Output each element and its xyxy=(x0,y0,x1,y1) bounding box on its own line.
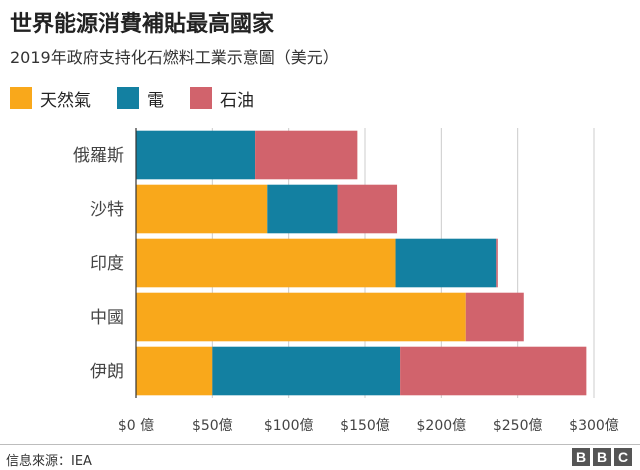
x-tick-label-300: $300億 xyxy=(569,418,619,434)
bbc-logo: B B C xyxy=(569,448,632,466)
x-tick-label-200: $200億 xyxy=(417,418,467,434)
logo-letter-c: C xyxy=(614,448,632,466)
logo-letter-b1: B xyxy=(572,448,590,466)
legend-item-oil: 石油 xyxy=(190,86,254,111)
category-label-5: 伊朗 xyxy=(90,362,124,382)
bar-3-oil xyxy=(496,238,498,288)
source-note: 信息來源：IEA xyxy=(6,454,92,469)
bar-4-gas xyxy=(136,292,466,342)
legend-label-electricity: 電 xyxy=(147,90,164,111)
bar-3-electricity xyxy=(395,238,497,288)
footer-divider xyxy=(0,444,640,445)
bar-4-oil xyxy=(465,292,524,342)
legend-label-oil: 石油 xyxy=(220,90,254,111)
bar-2-electricity xyxy=(267,184,338,234)
legend-swatch-gas xyxy=(10,87,32,109)
legend-swatch-electricity xyxy=(117,87,139,109)
logo-letter-b2: B xyxy=(593,448,611,466)
category-label-2: 沙特 xyxy=(90,200,124,220)
bar-5-electricity xyxy=(212,346,401,396)
bar-5-oil xyxy=(400,346,587,396)
chart-legend: 天然氣 電 石油 xyxy=(10,86,280,111)
x-tick-label-100: $100億 xyxy=(264,418,314,434)
x-tick-label-250: $250億 xyxy=(493,418,543,434)
x-tick-label-150: $150億 xyxy=(340,418,390,434)
bar-1-electricity xyxy=(136,130,256,180)
chart-subtitle: 2019年政府支持化石燃料工業示意圖（美元） xyxy=(10,48,339,67)
x-tick-label-50: $50億 xyxy=(192,418,233,434)
bar-2-oil xyxy=(337,184,398,234)
legend-label-gas: 天然氣 xyxy=(40,90,91,111)
bar-2-gas xyxy=(136,184,268,234)
bar-3-gas xyxy=(136,238,396,288)
category-label-4: 中國 xyxy=(90,308,124,328)
bar-5-gas xyxy=(136,346,213,396)
legend-item-electricity: 電 xyxy=(117,86,164,111)
chart-title: 世界能源消費補貼最高國家 xyxy=(10,12,275,37)
legend-item-gas: 天然氣 xyxy=(10,86,91,111)
x-tick-label-0: $0 億 xyxy=(118,418,154,434)
category-label-3: 印度 xyxy=(90,254,124,274)
legend-swatch-oil xyxy=(190,87,212,109)
category-label-1: 俄羅斯 xyxy=(73,146,124,166)
bar-1-oil xyxy=(255,130,358,180)
